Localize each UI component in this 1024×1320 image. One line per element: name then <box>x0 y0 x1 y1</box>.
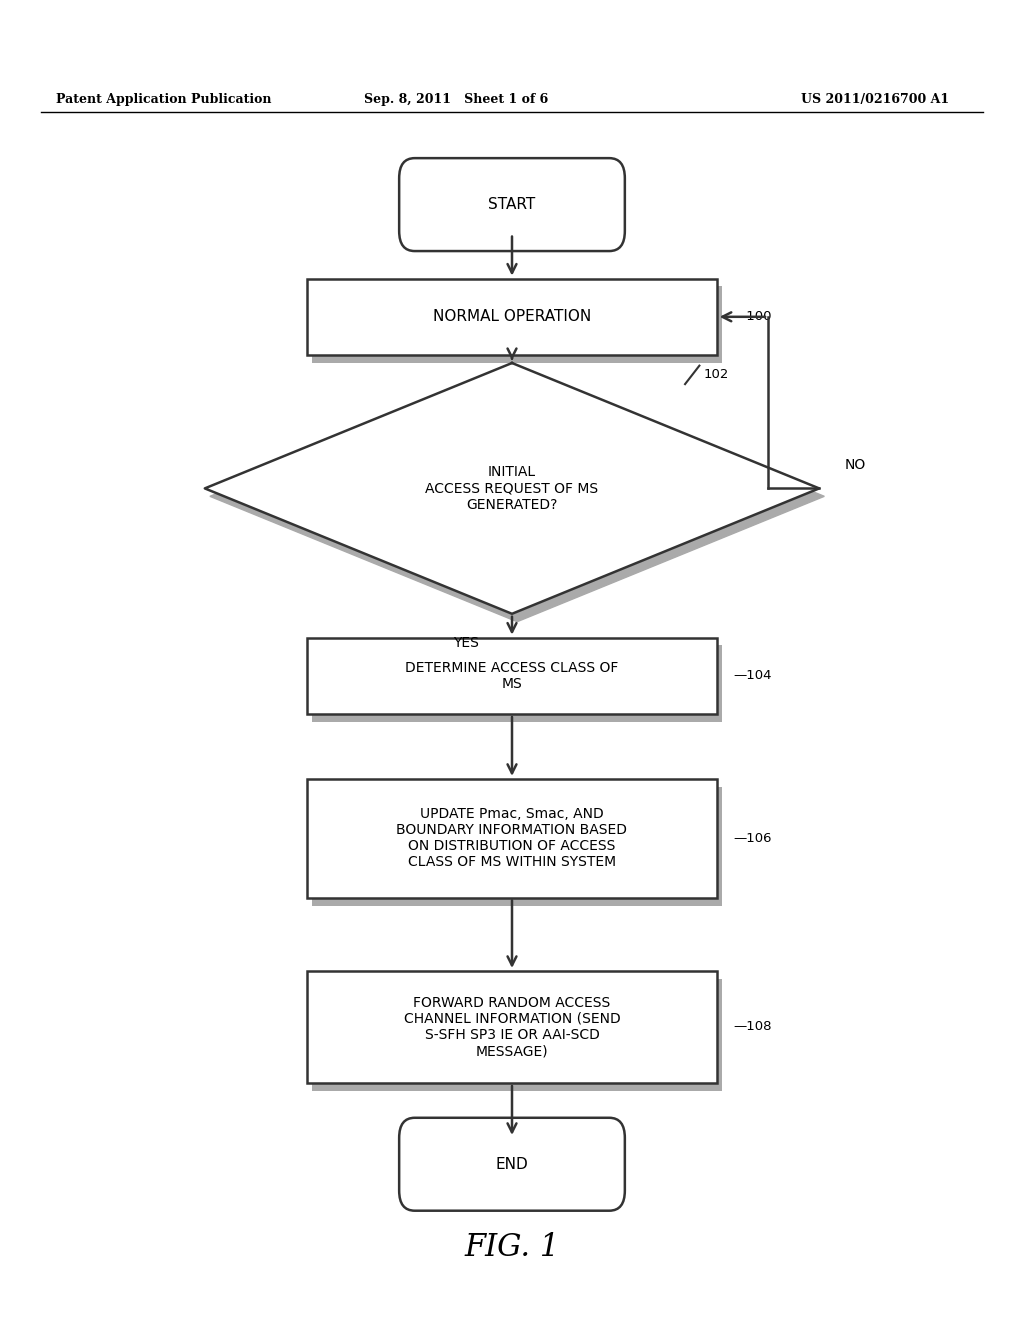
Bar <box>312 787 722 906</box>
Text: INITIAL
ACCESS REQUEST OF MS
GENERATED?: INITIAL ACCESS REQUEST OF MS GENERATED? <box>425 465 599 512</box>
Text: NO: NO <box>845 458 866 471</box>
Text: END: END <box>496 1156 528 1172</box>
Bar <box>307 279 717 355</box>
Bar <box>307 779 717 898</box>
Bar <box>312 645 722 722</box>
Polygon shape <box>210 371 824 622</box>
Text: —108: —108 <box>733 1020 772 1034</box>
Text: UPDATE Pmac, Smac, AND
BOUNDARY INFORMATION BASED
ON DISTRIBUTION OF ACCESS
CLAS: UPDATE Pmac, Smac, AND BOUNDARY INFORMAT… <box>396 807 628 870</box>
Text: NORMAL OPERATION: NORMAL OPERATION <box>433 309 591 325</box>
Bar <box>307 638 717 714</box>
Text: YES: YES <box>453 636 479 649</box>
Polygon shape <box>205 363 819 614</box>
FancyBboxPatch shape <box>399 158 625 251</box>
Bar <box>312 979 722 1090</box>
Text: —106: —106 <box>733 832 772 845</box>
Text: US 2011/0216700 A1: US 2011/0216700 A1 <box>802 92 949 106</box>
Bar <box>307 972 717 1082</box>
Text: —104: —104 <box>733 669 772 682</box>
Text: FIG. 1: FIG. 1 <box>464 1232 560 1263</box>
Bar <box>312 286 722 363</box>
Text: Sep. 8, 2011   Sheet 1 of 6: Sep. 8, 2011 Sheet 1 of 6 <box>364 92 548 106</box>
FancyBboxPatch shape <box>399 1118 625 1210</box>
Text: 102: 102 <box>703 368 729 381</box>
Text: Patent Application Publication: Patent Application Publication <box>56 92 271 106</box>
Text: START: START <box>488 197 536 213</box>
Text: FORWARD RANDOM ACCESS
CHANNEL INFORMATION (SEND
S-SFH SP3 IE OR AAI-SCD
MESSAGE): FORWARD RANDOM ACCESS CHANNEL INFORMATIO… <box>403 995 621 1059</box>
Text: DETERMINE ACCESS CLASS OF
MS: DETERMINE ACCESS CLASS OF MS <box>406 661 618 690</box>
Text: —100: —100 <box>733 310 772 323</box>
